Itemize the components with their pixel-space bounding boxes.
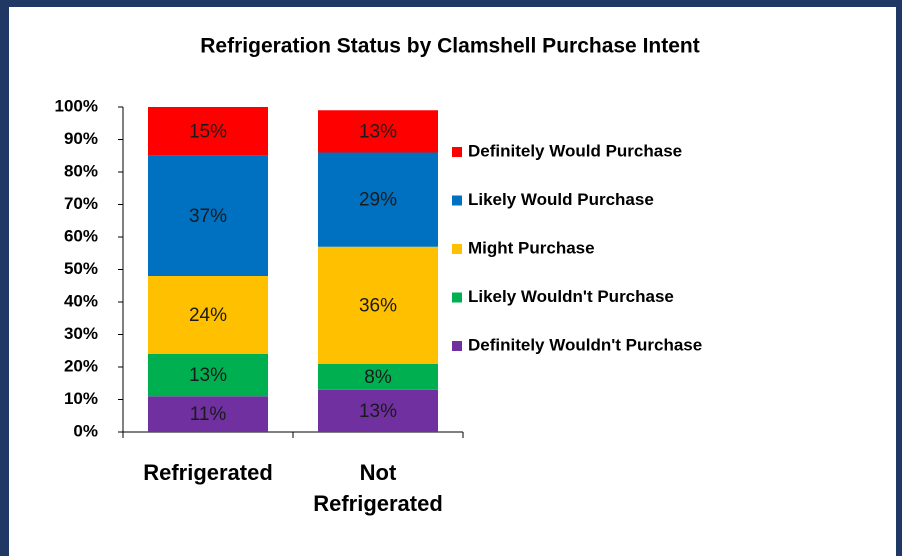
y-tick-label: 100% [55, 96, 98, 115]
y-tick-label: 80% [64, 161, 98, 180]
data-label: 13% [359, 121, 397, 142]
right-border [896, 0, 902, 556]
legend-swatch [452, 244, 462, 254]
y-tick-label: 60% [64, 226, 98, 245]
data-label: 36% [359, 295, 397, 316]
top-border [0, 0, 902, 7]
data-label: 29% [359, 190, 397, 211]
bar-segment [318, 152, 438, 247]
data-label: 37% [189, 206, 227, 227]
y-tick-label: 10% [64, 389, 98, 408]
bar-segment [318, 363, 438, 390]
y-tick-label: 20% [64, 356, 98, 375]
bar-segment [148, 276, 268, 354]
y-tick-label: 50% [64, 259, 98, 278]
bar-segment [148, 354, 268, 397]
y-tick-label: 0% [73, 421, 98, 440]
bar-segment [318, 110, 438, 153]
legend-swatch [452, 195, 462, 206]
y-tick-label: 70% [64, 194, 98, 213]
legend-swatch [452, 147, 462, 157]
data-label: 11% [190, 404, 227, 425]
legend-label: Definitely Wouldn't Purchase [468, 335, 702, 354]
legend-swatch [452, 292, 462, 303]
y-tick-label: 30% [64, 324, 98, 343]
legend-label: Definitely Would Purchase [468, 141, 682, 160]
data-label: 13% [189, 365, 227, 386]
y-tick-label: 90% [64, 129, 98, 148]
legend-label: Might Purchase [468, 238, 595, 257]
x-tick-label: Refrigerated [143, 460, 273, 485]
bar-segment [318, 246, 438, 364]
legend-swatch [452, 341, 462, 351]
chart-title: Refrigeration Status by Clamshell Purcha… [200, 35, 699, 58]
legend-label: Likely Wouldn't Purchase [468, 287, 674, 306]
x-tick-label: Not Refrigerated [313, 460, 443, 516]
bar-segment [148, 107, 268, 156]
data-label: 13% [359, 401, 397, 422]
left-border [0, 0, 9, 556]
data-label: 24% [189, 305, 227, 326]
data-label: 15% [189, 121, 227, 142]
bar-segment [148, 396, 268, 432]
data-label: 8% [364, 367, 392, 388]
y-tick-label: 40% [64, 291, 98, 310]
bar-segment [318, 389, 438, 432]
legend-label: Likely Would Purchase [468, 190, 654, 209]
bar-segment [148, 155, 268, 276]
